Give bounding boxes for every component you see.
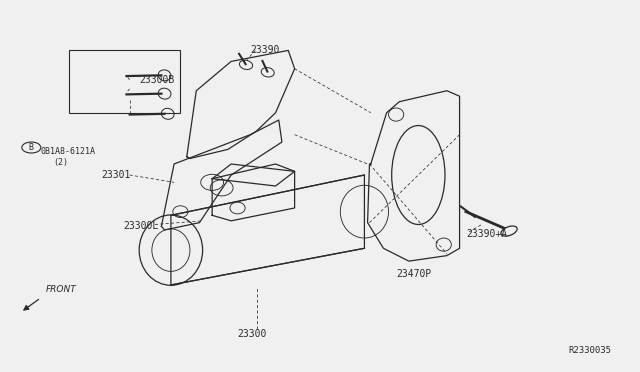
Text: 23301: 23301 — [101, 170, 131, 180]
Text: R2330035: R2330035 — [569, 346, 612, 355]
Bar — [69, 51, 180, 113]
Text: 23390: 23390 — [250, 45, 280, 55]
Text: 23470P: 23470P — [396, 269, 431, 279]
Text: (2): (2) — [54, 158, 68, 167]
Text: 0B1A8-6121A: 0B1A8-6121A — [41, 147, 96, 156]
Text: FRONT: FRONT — [46, 285, 77, 294]
Text: 23300B: 23300B — [139, 75, 175, 85]
Text: 23300L: 23300L — [124, 221, 159, 231]
Text: 23390+A: 23390+A — [466, 229, 507, 238]
Text: B: B — [29, 143, 34, 152]
Text: 23300: 23300 — [237, 330, 267, 339]
